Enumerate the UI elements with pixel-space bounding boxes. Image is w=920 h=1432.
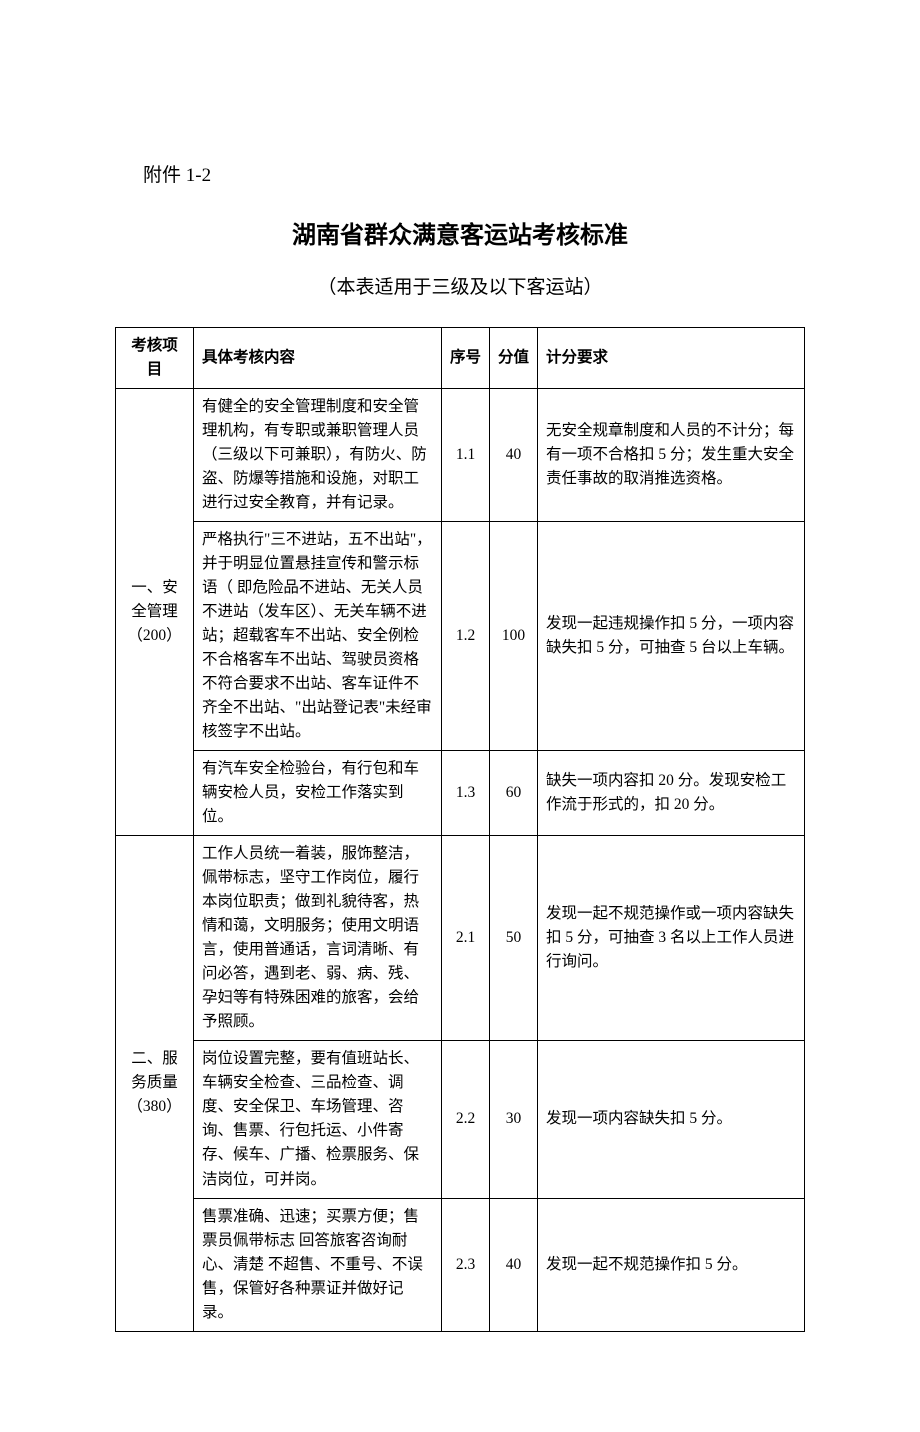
content-cell: 售票准确、迅速；买票方便；售票员佩带标志 回答旅客咨询耐心、清楚 不超售、不重号… [194, 1198, 442, 1331]
index-cell: 2.1 [442, 836, 490, 1041]
score-cell: 60 [490, 751, 538, 836]
index-cell: 2.2 [442, 1041, 490, 1198]
requirement-cell: 发现一起不规范操作或一项内容缺失扣 5 分，可抽查 3 名以上工作人员进行询问。 [538, 836, 805, 1041]
category-cell: 一、安全管理（200） [116, 389, 194, 836]
attachment-label: 附件 1-2 [115, 160, 805, 187]
table-row: 一、安全管理（200）有健全的安全管理制度和安全管理机构，有专职或兼职管理人员（… [116, 389, 805, 522]
score-cell: 30 [490, 1041, 538, 1198]
table-row: 严格执行"三不进站，五不出站"，并于明显位置悬挂宣传和警示标语（ 即危险品不进站… [116, 522, 805, 751]
index-cell: 1.2 [442, 522, 490, 751]
requirement-cell: 发现一项内容缺失扣 5 分。 [538, 1041, 805, 1198]
content-cell: 工作人员统一着装，服饰整洁，佩带标志，坚守工作岗位，履行本岗位职责；做到礼貌待客… [194, 836, 442, 1041]
header-score: 分值 [490, 328, 538, 389]
score-cell: 50 [490, 836, 538, 1041]
document-title: 湖南省群众满意客运站考核标准 [115, 215, 805, 250]
header-index: 序号 [442, 328, 490, 389]
requirement-cell: 发现一起违规操作扣 5 分，一项内容缺失扣 5 分，可抽查 5 台以上车辆。 [538, 522, 805, 751]
requirement-cell: 缺失一项内容扣 20 分。发现安检工作流于形式的，扣 20 分。 [538, 751, 805, 836]
index-cell: 2.3 [442, 1198, 490, 1331]
assessment-table: 考核项目 具体考核内容 序号 分值 计分要求 一、安全管理（200）有健全的安全… [115, 327, 805, 1332]
table-header-row: 考核项目 具体考核内容 序号 分值 计分要求 [116, 328, 805, 389]
requirement-cell: 发现一起不规范操作扣 5 分。 [538, 1198, 805, 1331]
score-cell: 40 [490, 1198, 538, 1331]
requirement-cell: 无安全规章制度和人员的不计分；每有一项不合格扣 5 分；发生重大安全责任事故的取… [538, 389, 805, 522]
table-row: 岗位设置完整，要有值班站长、车辆安全检查、三品检查、调度、安全保卫、车场管理、咨… [116, 1041, 805, 1198]
header-content: 具体考核内容 [194, 328, 442, 389]
table-row: 售票准确、迅速；买票方便；售票员佩带标志 回答旅客咨询耐心、清楚 不超售、不重号… [116, 1198, 805, 1331]
header-category: 考核项目 [116, 328, 194, 389]
table-body: 一、安全管理（200）有健全的安全管理制度和安全管理机构，有专职或兼职管理人员（… [116, 389, 805, 1332]
content-cell: 有汽车安全检验台，有行包和车辆安检人员，安检工作落实到位。 [194, 751, 442, 836]
content-cell: 有健全的安全管理制度和安全管理机构，有专职或兼职管理人员（三级以下可兼职），有防… [194, 389, 442, 522]
content-cell: 严格执行"三不进站，五不出站"，并于明显位置悬挂宣传和警示标语（ 即危险品不进站… [194, 522, 442, 751]
score-cell: 100 [490, 522, 538, 751]
header-requirement: 计分要求 [538, 328, 805, 389]
category-cell: 二、服务质量（380） [116, 836, 194, 1331]
index-cell: 1.1 [442, 389, 490, 522]
content-cell: 岗位设置完整，要有值班站长、车辆安全检查、三品检查、调度、安全保卫、车场管理、咨… [194, 1041, 442, 1198]
document-subtitle: （本表适用于三级及以下客运站） [115, 272, 805, 299]
table-row: 有汽车安全检验台，有行包和车辆安检人员，安检工作落实到位。1.360缺失一项内容… [116, 751, 805, 836]
index-cell: 1.3 [442, 751, 490, 836]
score-cell: 40 [490, 389, 538, 522]
table-row: 二、服务质量（380）工作人员统一着装，服饰整洁，佩带标志，坚守工作岗位，履行本… [116, 836, 805, 1041]
